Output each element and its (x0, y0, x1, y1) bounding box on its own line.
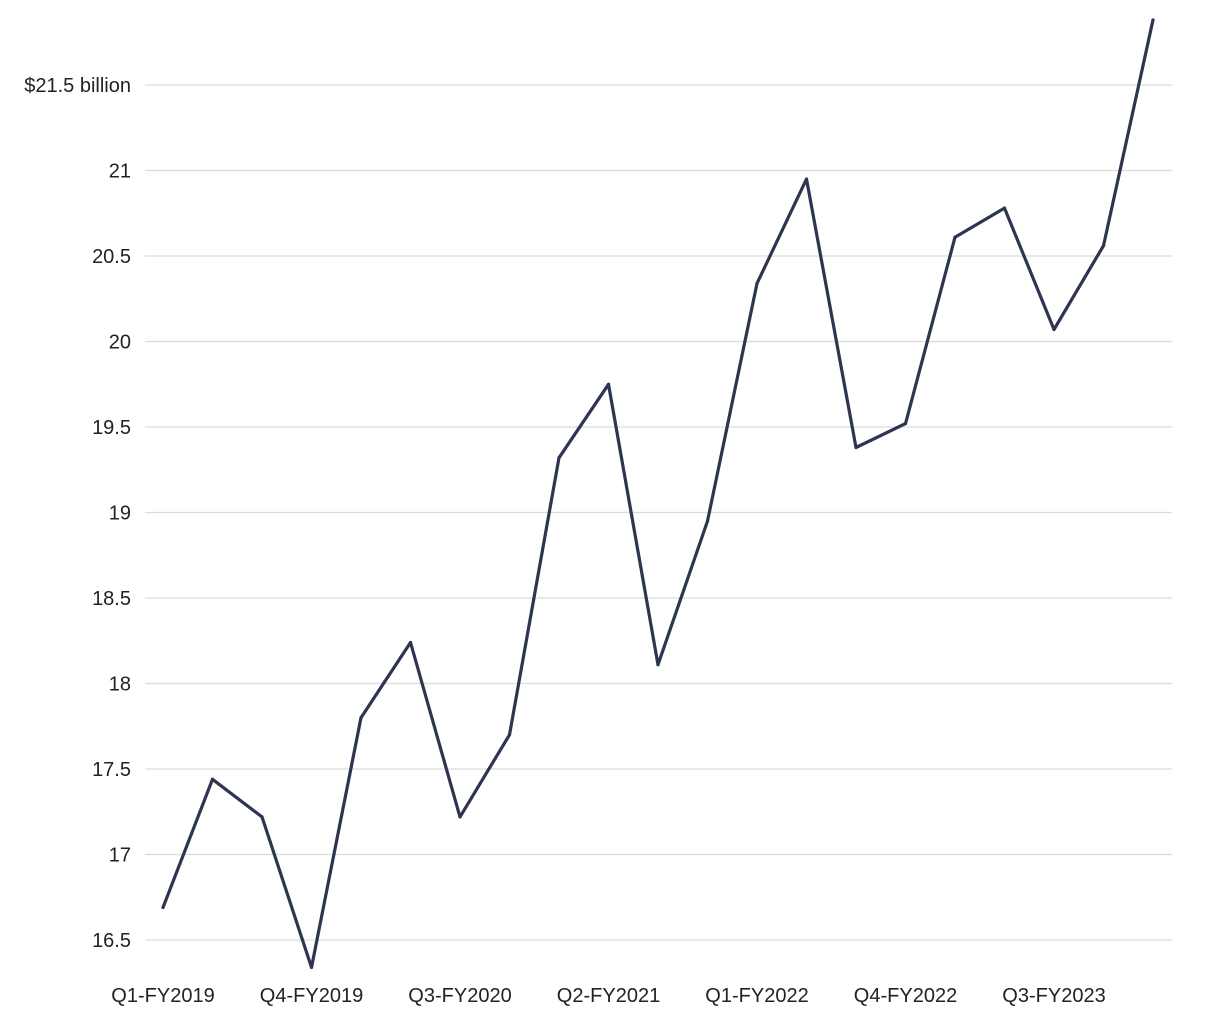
data-point (656, 663, 660, 667)
y-axis-ticks: 16.5 17 17.5 18 18.5 19 19.5 20 20.5 21 $21.5 bill… (24, 75, 131, 952)
y-tick-label: $21.5 billion (24, 75, 131, 97)
data-point (210, 777, 215, 781)
data-point (953, 235, 957, 239)
data-point (755, 281, 759, 285)
y-tick-label: 19.5 (92, 417, 131, 439)
x-tick-label: Q1-FY2019 (111, 985, 214, 1007)
series-line (161, 18, 1155, 970)
x-tick-label: Q3-FY2020 (408, 985, 511, 1007)
y-tick-label: 18 (109, 674, 131, 696)
data-point (260, 815, 264, 819)
data-point (903, 421, 908, 426)
data-point (804, 177, 809, 181)
y-tick-label: 20 (109, 332, 131, 354)
data-point (408, 640, 413, 645)
x-axis-ticks: Q1-FY2019 Q4-FY2019 Q3-FY2020 Q2-FY2021 Q1-F… (111, 985, 1105, 1007)
x-tick-label: Q4-FY2019 (260, 985, 363, 1007)
series (161, 18, 1155, 970)
data-point (705, 519, 710, 523)
data-point (1052, 327, 1056, 332)
data-point (1101, 244, 1106, 248)
y-tick-label: 17 (109, 845, 131, 867)
y-tick-label: 17.5 (92, 759, 131, 781)
y-tick-label: 19 (109, 503, 131, 525)
data-point (359, 716, 363, 720)
data-point (557, 456, 561, 460)
data-point (1151, 18, 1155, 22)
data-point (507, 733, 512, 737)
y-tick-label: 21 (109, 161, 131, 183)
x-tick-label: Q3-FY2023 (1002, 985, 1105, 1007)
data-point (458, 815, 462, 819)
data-point (606, 382, 611, 386)
data-point (854, 445, 858, 450)
y-tick-label: 16.5 (92, 930, 131, 952)
y-tick-label: 18.5 (92, 588, 131, 610)
grid (145, 84, 1172, 941)
y-tick-label: 20.5 (92, 246, 131, 268)
data-point (1002, 206, 1007, 210)
data-point (309, 965, 314, 969)
data-point (161, 905, 165, 910)
x-tick-label: Q4-FY2022 (854, 985, 957, 1007)
x-tick-label: Q2-FY2021 (557, 985, 660, 1007)
x-tick-label: Q1-FY2022 (705, 985, 808, 1007)
